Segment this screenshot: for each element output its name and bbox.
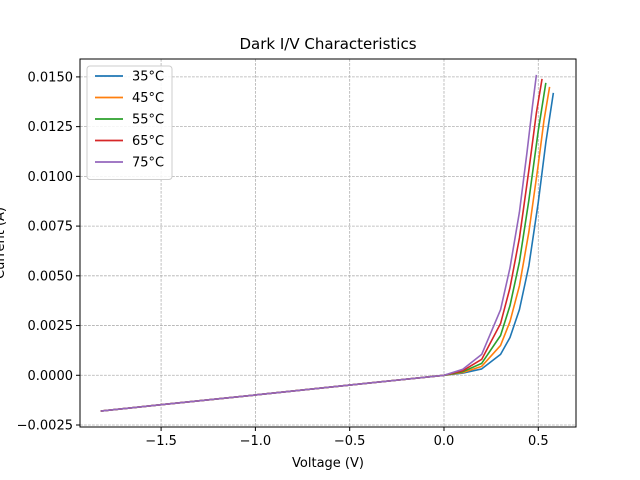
legend-label-1: 45°C	[132, 91, 164, 106]
x-axis-label: Voltage (V)	[292, 456, 364, 471]
legend-box	[86, 65, 173, 180]
x-tick-label: 0.5	[528, 434, 549, 449]
y-tick-label: 0.0100	[28, 170, 74, 185]
y-axis-ticks: −0.0025 0.0000 0.0025 0.0050 0.0075 0.0100 0.0…	[17, 70, 80, 434]
series-line-4	[100, 74, 538, 412]
y-tick-label: 0.0050	[28, 269, 74, 284]
x-tick-label: −1.0	[240, 434, 272, 449]
y-tick-label: 0.0025	[28, 319, 74, 334]
legend-label-2: 55°C	[132, 113, 164, 128]
x-tick-label: 0.0	[434, 434, 455, 449]
x-tick-label: −1.5	[145, 434, 177, 449]
legend: 35°C 45°C 55°C 65°C 75°C	[86, 65, 173, 180]
x-axis-ticks: −1.5 −1.0 −0.5 0.0 0.5	[145, 427, 549, 449]
y-tick-label: 0.0150	[28, 70, 74, 85]
y-axis-label: Current (A)	[0, 207, 8, 279]
y-tick-label: 0.0125	[28, 120, 74, 135]
y-tick-label: 0.0075	[28, 220, 74, 235]
y-tick-label: 0.0000	[28, 369, 74, 384]
series-lines	[100, 74, 555, 412]
y-tick-label: −0.0025	[17, 419, 73, 434]
chart-title: Dark I/V Characteristics	[239, 35, 416, 53]
legend-label-4: 75°C	[132, 156, 164, 171]
legend-label-3: 65°C	[132, 134, 164, 149]
axes-frame	[79, 58, 577, 428]
x-tick-label: −0.5	[334, 434, 366, 449]
legend-label-0: 35°C	[132, 70, 164, 85]
